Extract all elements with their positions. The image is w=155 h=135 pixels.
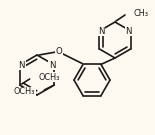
Text: N: N (125, 26, 132, 36)
Text: N: N (18, 60, 25, 70)
Text: CH₃: CH₃ (133, 9, 148, 18)
Text: OCH₃: OCH₃ (39, 72, 60, 82)
Text: N: N (98, 26, 105, 36)
Text: N: N (49, 60, 56, 70)
Text: O: O (56, 48, 62, 57)
Text: OCH₃: OCH₃ (14, 87, 35, 97)
